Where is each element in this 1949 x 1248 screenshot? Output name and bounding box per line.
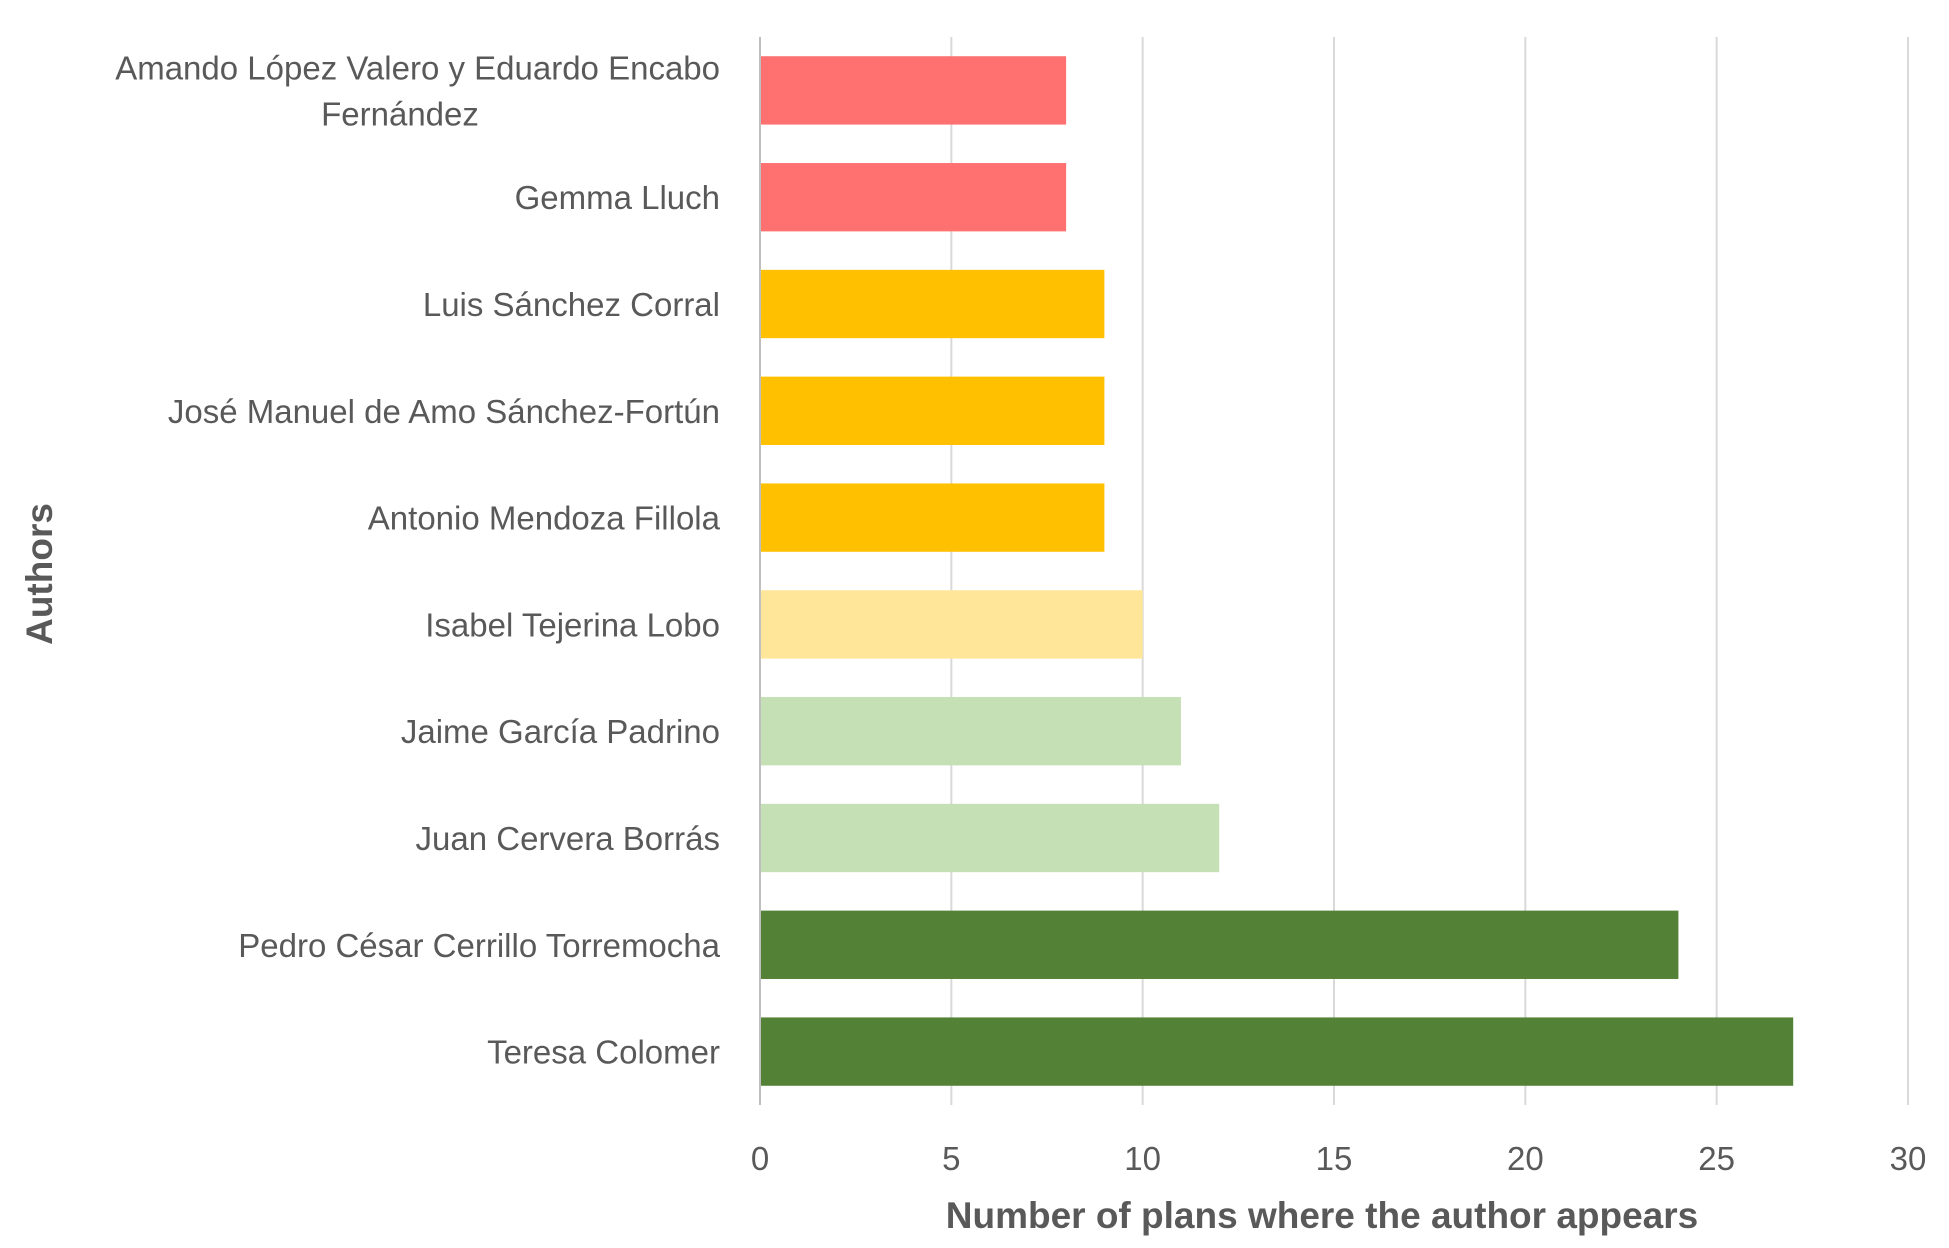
category-label-line: Gemma Lluch <box>515 179 720 216</box>
category-label-line: Antonio Mendoza Fillola <box>368 500 721 537</box>
bar <box>760 803 1220 873</box>
bar <box>760 590 1143 659</box>
x-tick-label: 25 <box>1698 1140 1735 1177</box>
category-label-line: Jaime García Padrino <box>401 713 720 750</box>
bars <box>760 56 1794 1086</box>
bar <box>760 697 1181 766</box>
category-label: José Manuel de Amo Sánchez-Fortún <box>168 393 720 430</box>
category-label-line: Juan Cervera Borrás <box>416 820 720 857</box>
category-labels: Amando López Valero y Eduardo Encabo Fern… <box>115 49 720 1070</box>
bar <box>760 163 1067 232</box>
category-label: Isabel Tejerina Lobo <box>425 606 720 643</box>
x-tick-label: 20 <box>1507 1140 1544 1177</box>
category-label: Pedro César Cerrillo Torremocha <box>238 927 720 964</box>
category-label-line: José Manuel de Amo Sánchez-Fortún <box>168 393 720 430</box>
bar <box>760 483 1105 552</box>
category-label-line: Amando López Valero y Eduardo Encabo <box>115 49 720 86</box>
x-axis-title: Number of plans where the author appears <box>946 1195 1698 1236</box>
category-label: Jaime García Padrino <box>401 713 720 750</box>
category-label: Luis Sánchez Corral <box>423 286 720 323</box>
x-tick-label: 0 <box>751 1140 769 1177</box>
category-label-line: Teresa Colomer <box>487 1034 720 1071</box>
x-tick-label: 10 <box>1124 1140 1161 1177</box>
bar <box>760 910 1679 979</box>
category-label: Teresa Colomer <box>487 1034 720 1071</box>
x-tick-label: 5 <box>942 1140 960 1177</box>
bar <box>760 376 1105 445</box>
x-tick-label: 15 <box>1316 1140 1353 1177</box>
y-axis-title: Authors <box>19 503 60 645</box>
bar <box>760 269 1105 339</box>
category-label-line: Fernández <box>321 95 479 132</box>
category-label: Gemma Lluch <box>515 179 720 216</box>
category-label-line: Isabel Tejerina Lobo <box>425 606 720 643</box>
category-label-line: Pedro César Cerrillo Torremocha <box>238 927 720 964</box>
bar <box>760 56 1067 125</box>
bar <box>760 1017 1794 1086</box>
category-label: Antonio Mendoza Fillola <box>368 500 721 537</box>
category-label: Amando López Valero y Eduardo Encabo Fern… <box>115 49 720 132</box>
category-label: Juan Cervera Borrás <box>416 820 720 857</box>
x-tick-labels: 0 5 10 15 20 25 30 <box>751 1140 1927 1177</box>
category-label-line: Luis Sánchez Corral <box>423 286 720 323</box>
x-tick-label: 30 <box>1890 1140 1927 1177</box>
